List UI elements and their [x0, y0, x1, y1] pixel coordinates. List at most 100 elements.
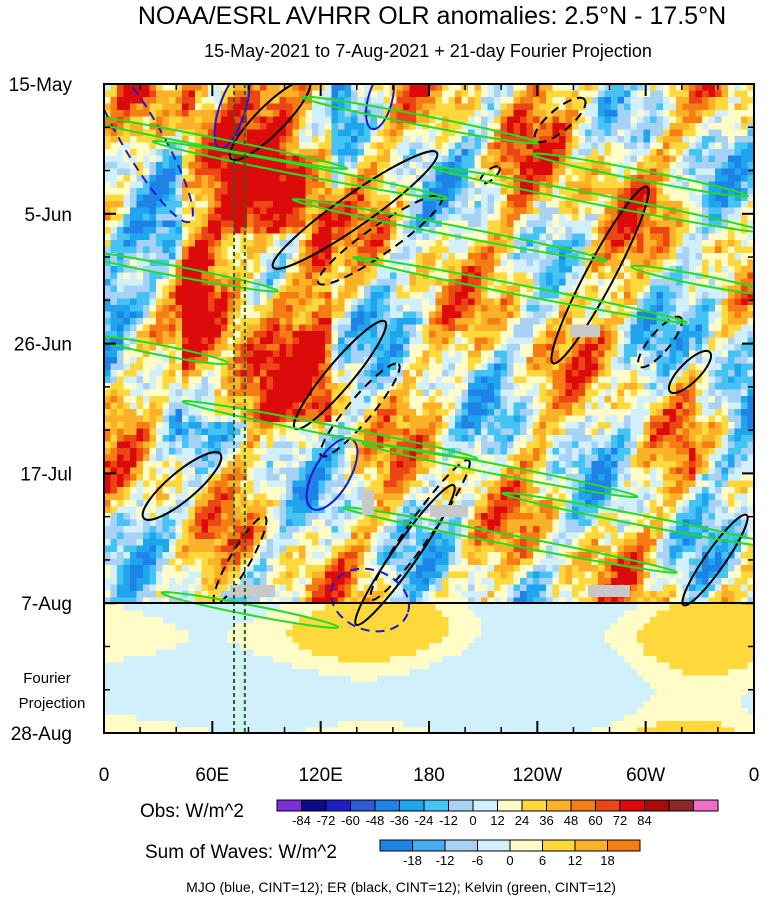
olr-cell: [208, 331, 216, 339]
olr-cell: [156, 331, 164, 339]
olr-cell: [123, 279, 131, 287]
olr-cell: [572, 259, 580, 267]
olr-cell: [247, 227, 255, 235]
olr-cell: [188, 97, 196, 105]
olr-cell: [175, 90, 183, 98]
olr-cell: [175, 396, 183, 404]
olr-cell: [169, 240, 177, 248]
olr-cell: [104, 344, 112, 352]
olr-cell: [325, 149, 333, 157]
olr-cell: [455, 344, 463, 352]
olr-cell: [221, 246, 229, 254]
olr-cell: [149, 201, 157, 209]
olr-cell: [455, 363, 463, 371]
olr-cell: [266, 240, 274, 248]
olr-cell: [188, 376, 196, 384]
olr-cell: [663, 285, 671, 293]
olr-cell: [669, 97, 677, 105]
olr-cell: [689, 318, 697, 326]
olr-cell: [520, 272, 528, 280]
olr-cell: [461, 363, 469, 371]
olr-cell: [214, 233, 222, 241]
olr-cell: [227, 84, 235, 92]
olr-cell: [234, 292, 242, 300]
olr-cell: [650, 318, 658, 326]
olr-cell: [702, 363, 710, 371]
olr-cell: [572, 168, 580, 176]
olr-cell: [637, 370, 645, 378]
olr-cell: [227, 188, 235, 196]
olr-cell: [416, 279, 424, 287]
olr-cell: [682, 246, 690, 254]
olr-cell: [260, 227, 268, 235]
olr-cell: [643, 344, 651, 352]
olr-cell: [650, 129, 658, 137]
olr-cell: [487, 318, 495, 326]
olr-cell: [390, 194, 398, 202]
olr-cell: [442, 110, 450, 118]
olr-cell: [364, 396, 372, 404]
olr-cell: [702, 292, 710, 300]
olr-cell: [247, 253, 255, 261]
olr-cell: [390, 175, 398, 183]
olr-cell: [455, 123, 463, 131]
olr-cell: [396, 357, 404, 365]
olr-cell: [266, 331, 274, 339]
olr-cell: [461, 194, 469, 202]
olr-cell: [383, 162, 391, 170]
olr-cell: [585, 155, 593, 163]
olr-cell: [169, 116, 177, 124]
olr-cell: [117, 331, 125, 339]
olr-cell: [162, 240, 170, 248]
olr-cell: [377, 149, 385, 157]
olr-cell: [500, 155, 508, 163]
olr-cell: [214, 240, 222, 248]
olr-cell: [689, 337, 697, 345]
olr-cell: [390, 370, 398, 378]
olr-cell: [266, 90, 274, 98]
olr-cell: [182, 272, 190, 280]
olr-cell: [357, 155, 365, 163]
olr-cell: [221, 350, 229, 358]
olr-cell: [741, 253, 749, 261]
olr-cell: [539, 84, 547, 92]
olr-cell: [533, 103, 541, 111]
olr-cell: [702, 227, 710, 235]
olr-cell: [695, 90, 703, 98]
olr-cell: [227, 279, 235, 287]
olr-cell: [325, 311, 333, 319]
olr-cell: [130, 194, 138, 202]
olr-cell: [448, 168, 456, 176]
olr-cell: [565, 207, 573, 215]
olr-cell: [546, 201, 554, 209]
olr-cell: [208, 240, 216, 248]
olr-cell: [416, 188, 424, 196]
olr-cell: [481, 175, 489, 183]
olr-cell: [123, 142, 131, 150]
olr-cell: [578, 246, 586, 254]
olr-cell: [448, 110, 456, 118]
olr-cell: [481, 103, 489, 111]
olr-cell: [299, 149, 307, 157]
olr-cell: [695, 331, 703, 339]
olr-cell: [481, 298, 489, 306]
olr-cell: [721, 331, 729, 339]
olr-cell: [526, 318, 534, 326]
olr-cell: [136, 370, 144, 378]
olr-cell: [585, 363, 593, 371]
olr-cell: [383, 84, 391, 92]
olr-cell: [169, 162, 177, 170]
olr-cell: [442, 298, 450, 306]
olr-cell: [409, 227, 417, 235]
olr-cell: [461, 292, 469, 300]
olr-cell: [546, 214, 554, 222]
olr-cell: [721, 311, 729, 319]
olr-cell: [416, 103, 424, 111]
olr-cell: [325, 220, 333, 228]
olr-cell: [266, 110, 274, 118]
olr-cell: [260, 168, 268, 176]
olr-cell: [260, 97, 268, 105]
olr-cell: [546, 285, 554, 293]
olr-cell: [747, 103, 754, 111]
olr-cell: [221, 220, 229, 228]
